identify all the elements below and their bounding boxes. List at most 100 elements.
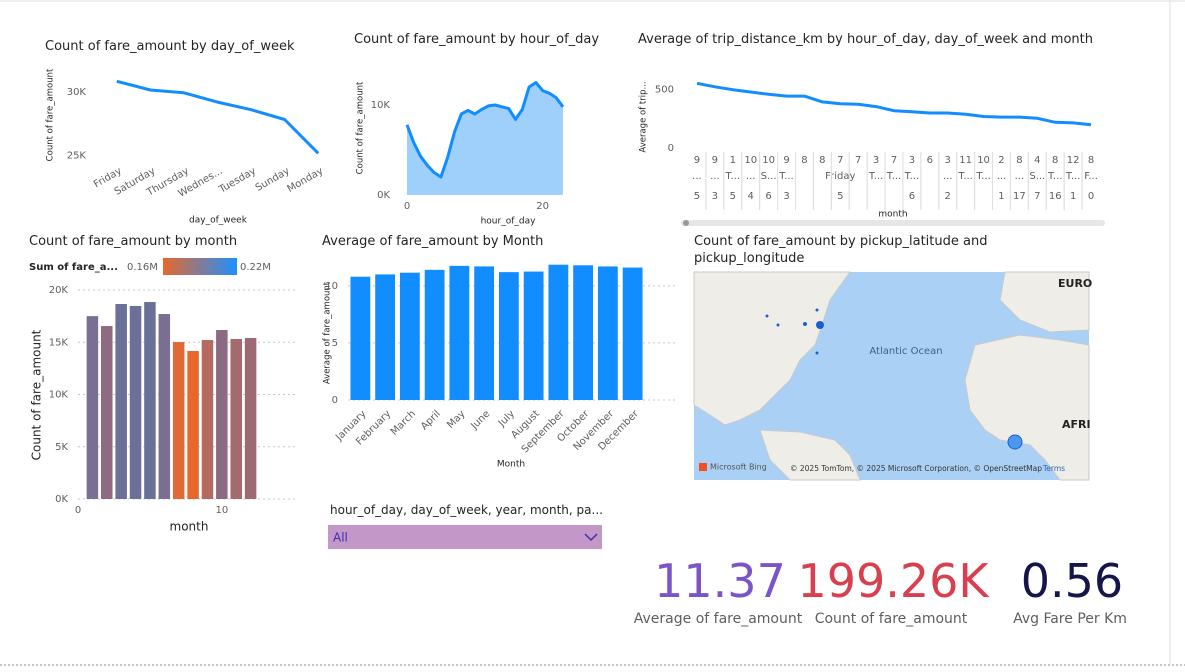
bar <box>158 314 171 499</box>
y-tick-label: 15K <box>49 337 69 348</box>
chart-title: Average of fare_amount by Month <box>322 234 544 249</box>
map-title: Count of fare_amount by pickup_latitude … <box>694 234 988 266</box>
bar <box>187 351 199 499</box>
bar <box>375 274 396 400</box>
x-tick-label: 11 <box>959 155 972 166</box>
legend-max: 0.22M <box>240 262 271 273</box>
legend-min: 0.16M <box>127 262 158 273</box>
map-point <box>765 314 769 318</box>
x-axis-label: month <box>170 520 209 534</box>
x-tick-label: 8 <box>1052 155 1058 166</box>
slicer-value: All <box>333 531 348 545</box>
x-tick-label: Tuesday <box>216 166 258 196</box>
map-terms[interactable]: Terms <box>1042 464 1065 473</box>
bar <box>172 342 185 499</box>
x-tick-label: T... <box>778 171 793 182</box>
x-tick-label: 9 <box>783 155 789 166</box>
y-tick-label: 0K <box>55 494 68 505</box>
bar <box>101 326 113 499</box>
x-tick-label: ... <box>692 171 702 182</box>
slicer-chevron[interactable] <box>584 533 598 542</box>
legend-gradient <box>163 258 237 275</box>
y-tick-label: 20K <box>49 285 69 296</box>
x-tick-label: 7 <box>855 155 861 166</box>
bing-logo <box>699 463 707 471</box>
card-value: 199.26K <box>797 554 989 608</box>
bar <box>115 304 127 499</box>
bar <box>129 305 142 499</box>
x-axis-label: hour_of_day <box>481 217 537 227</box>
slicer-title: hour_of_day, day_of_week, year, month, p… <box>330 503 603 517</box>
x-tick-label: 10 <box>762 155 775 166</box>
card-label: Count of fare_amount <box>814 611 968 627</box>
map-land <box>693 271 851 426</box>
scrollbar-thumb[interactable] <box>683 220 689 226</box>
bar <box>622 267 643 400</box>
x-tick-label: Monday <box>286 166 326 195</box>
x-tick-label: 2 <box>945 191 951 202</box>
x-tick-label: T... <box>868 171 883 182</box>
x-tick-label: 7 <box>1034 191 1040 202</box>
bar <box>244 337 257 499</box>
x-tick-label: ... <box>1015 171 1025 182</box>
map[interactable]: Atlantic Ocean EURO AFRI Microsoft Bing … <box>693 271 1092 481</box>
y-tick-label: 0 <box>332 395 338 406</box>
x-tick-label: 9 <box>694 155 700 166</box>
x-tick-label: Sunday <box>254 166 292 194</box>
map-point <box>776 323 780 327</box>
y-axis-label: Count of fare_amount <box>30 329 44 460</box>
x-tick-label: 10 <box>977 155 990 166</box>
x-tick-label: 2 <box>998 155 1004 166</box>
y-axis-label: Average of fare_amount <box>323 281 333 384</box>
slicer-dropdown[interactable] <box>328 525 602 549</box>
x-tick-label: 8 <box>819 155 825 166</box>
y-tick-label: 5K <box>55 442 68 453</box>
y-tick-label: 25K <box>67 150 87 161</box>
card-value: 11.37 <box>654 554 786 608</box>
y-tick-label: 5 <box>332 338 338 349</box>
scrollbar[interactable] <box>681 220 1105 226</box>
line <box>116 79 320 155</box>
x-tick-label: Friday <box>825 171 855 182</box>
map-label: EURO <box>1058 277 1092 290</box>
y-tick-label: 10 <box>325 281 338 292</box>
card-value: 0.56 <box>1020 554 1124 608</box>
map-land <box>964 334 1090 481</box>
map-land <box>759 429 861 481</box>
map-brand: Microsoft Bing <box>710 463 767 472</box>
chart-title: Count of fare_amount by hour_of_day <box>354 32 600 47</box>
x-tick-label: 8 <box>1088 155 1094 166</box>
bar <box>523 271 544 400</box>
bar <box>474 266 495 400</box>
card-label: Avg Fare Per Km <box>1013 611 1127 627</box>
y-tick-label: 0 <box>668 143 674 154</box>
x-tick-label: March <box>389 408 418 437</box>
x-tick-label: May <box>445 408 467 430</box>
map-label: AFRI <box>1062 418 1091 431</box>
x-tick-label: S... <box>1029 171 1045 182</box>
x-axis-label: Month <box>497 460 525 470</box>
x-tick-label: July <box>496 408 517 429</box>
x-tick-label: T... <box>1065 171 1080 182</box>
x-tick-label: 1 <box>998 191 1004 202</box>
x-tick-label: 0 <box>1088 191 1094 202</box>
y-tick-label: 0K <box>377 190 390 201</box>
x-tick-label: T... <box>1047 171 1062 182</box>
bar <box>350 276 371 400</box>
x-tick-label: 0 <box>404 201 410 212</box>
x-axis-label: month <box>878 210 907 220</box>
x-tick-label: 6 <box>765 191 771 202</box>
bar <box>597 266 618 400</box>
map-land <box>999 271 1090 333</box>
x-tick-label: T... <box>725 171 740 182</box>
bar <box>548 264 569 400</box>
map-attribution: © 2025 TomTom, © 2025 Microsoft Corporat… <box>790 464 1042 473</box>
x-tick-label: T... <box>957 171 972 182</box>
x-tick-label: 5 <box>694 191 700 202</box>
y-tick-label: 30K <box>67 87 87 98</box>
legend-title: Sum of fare_a... <box>29 262 118 273</box>
x-tick-label: 6 <box>909 191 915 202</box>
x-tick-label: S... <box>761 171 777 182</box>
